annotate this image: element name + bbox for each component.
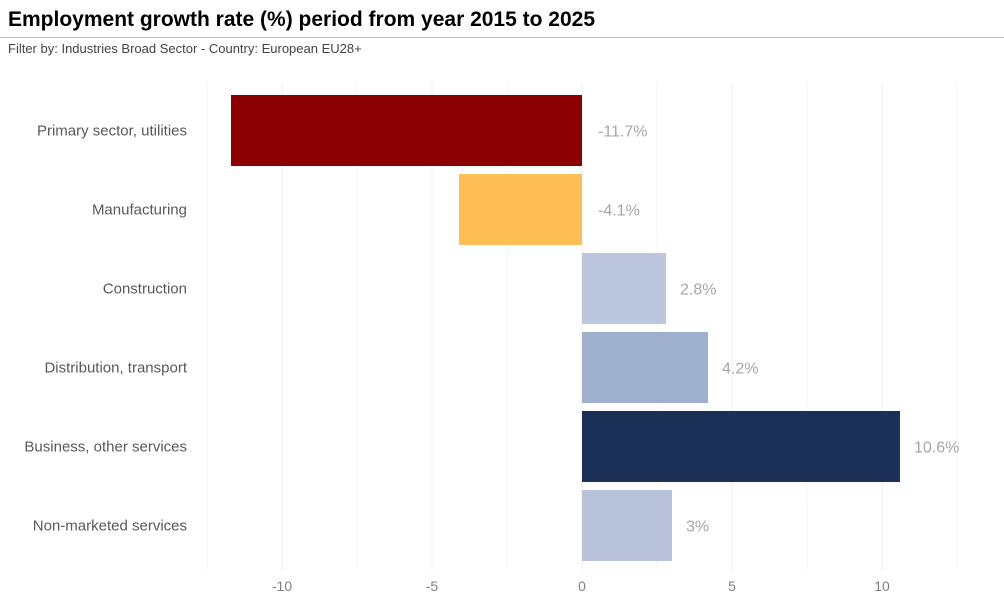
bar (582, 332, 708, 403)
x-axis-ticks: -10 -5 0 5 10 (272, 578, 890, 594)
data-label: 10.6% (914, 440, 959, 457)
category-label: Distribution, transport (44, 360, 187, 377)
title-divider (0, 37, 1004, 38)
x-tick-label: 5 (728, 578, 736, 594)
category-label: Manufacturing (92, 202, 187, 219)
data-label: 3% (686, 519, 709, 536)
data-label: -11.7% (598, 124, 648, 141)
x-tick-label: -5 (426, 578, 439, 594)
category-label: Construction (103, 281, 187, 298)
category-label: Business, other services (24, 439, 187, 456)
bar (231, 95, 582, 166)
x-tick-label: 10 (874, 578, 890, 594)
chart-title: Employment growth rate (%) period from y… (8, 8, 595, 31)
x-tick-label: 0 (578, 578, 586, 594)
bars (231, 95, 900, 561)
value-labels: -11.7% -4.1% 2.8% 4.2% 10.6% 3% (598, 124, 959, 536)
x-tick-label: -10 (272, 578, 292, 594)
grid-lines (206, 83, 958, 570)
chart-subtitle: Filter by: Industries Broad Sector - Cou… (8, 41, 362, 56)
category-label: Non-marketed services (33, 518, 187, 535)
bar (582, 411, 900, 482)
category-label: Primary sector, utilities (37, 123, 187, 140)
data-label: -4.1% (598, 203, 640, 220)
data-label: 4.2% (722, 361, 758, 378)
category-labels: Primary sector, utilities Manufacturing Co… (24, 123, 187, 535)
bar (582, 253, 666, 324)
bar (582, 490, 672, 561)
bar (459, 174, 582, 245)
data-label: 2.8% (680, 282, 716, 299)
